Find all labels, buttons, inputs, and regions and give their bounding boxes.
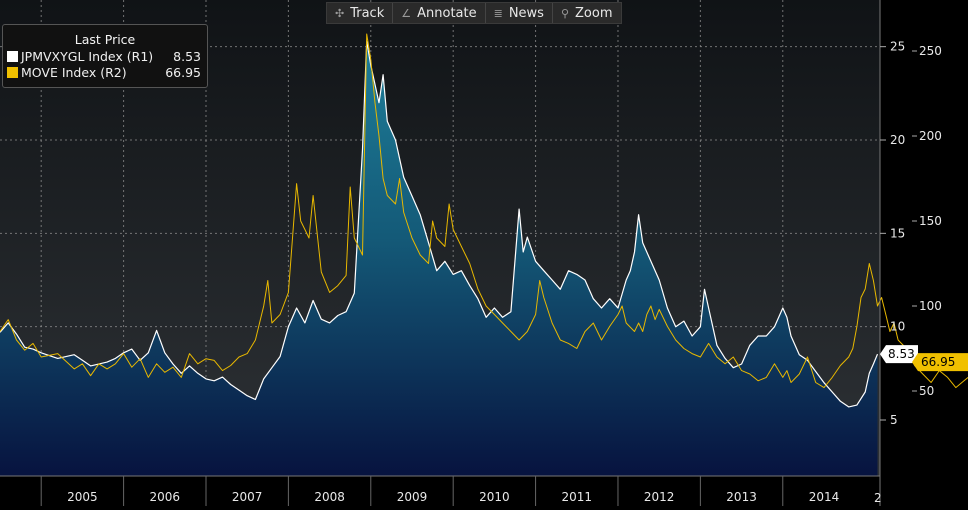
zoom-button[interactable]: ⚲ Zoom: [553, 3, 621, 23]
r1-tick-label: 25: [890, 40, 905, 54]
x-tick-label: 2010: [479, 490, 510, 504]
news-label: News: [508, 5, 544, 21]
series-line-move: [0, 33, 968, 389]
legend-swatch-yellow: [7, 66, 18, 78]
r1-tick-label: 10: [890, 320, 905, 334]
last-value-move: 66.95: [921, 355, 955, 369]
news-button[interactable]: ≣ News: [486, 3, 553, 23]
legend-row-jpmvxygl[interactable]: JPMVXYGL Index (R1) 8.53: [3, 48, 207, 64]
legend-series-value: 66.95: [165, 64, 201, 80]
r1-tick-label: 20: [890, 133, 905, 147]
series-line-jpmvxygl: [0, 40, 879, 408]
legend[interactable]: Last Price JPMVXYGL Index (R1) 8.53 MOVE…: [2, 24, 208, 88]
x-tick-label: 2012: [644, 490, 675, 504]
x-tick-label: 2013: [726, 490, 757, 504]
track-label: Track: [350, 5, 385, 21]
r2-tick-label: 250: [919, 44, 942, 58]
r2-tick-label: 150: [919, 214, 942, 228]
annotate-button[interactable]: ∠ Annotate: [393, 3, 486, 23]
chart-toolbar: ✣ Track ∠ Annotate ≣ News ⚲ Zoom: [326, 2, 622, 24]
last-value-jpmvxygl: 8.53: [888, 347, 915, 361]
line-layer: [0, 33, 968, 408]
legend-title: Last Price: [74, 32, 136, 47]
legend-series-name: JPMVXYGL Index (R1): [21, 48, 154, 64]
area-layer: [0, 41, 878, 476]
r1-tick-label: 2: [874, 491, 882, 505]
x-axis-band: [0, 476, 880, 506]
axis-labels: 5 10 15 20 25 50 100 150 200 250 2 2005 2006 2007 2008…: [40, 40, 942, 506]
legend-swatch-white: [7, 50, 18, 62]
last-value-badge-jpmvxygl: [880, 345, 918, 364]
magnifier-icon: ⚲: [560, 6, 570, 20]
last-value-labels: 8.53 66.95: [880, 345, 968, 372]
x-tick-label: 2008: [314, 490, 345, 504]
x-tick-label: 2014: [809, 490, 840, 504]
legend-row-move[interactable]: MOVE Index (R2) 66.95: [3, 64, 207, 80]
x-tick-label: 2007: [232, 490, 263, 504]
pencil-icon: ∠: [401, 6, 412, 20]
r2-tick-label: 50: [919, 384, 934, 398]
track-button[interactable]: ✣ Track: [327, 3, 394, 23]
legend-series-value: 8.53: [173, 48, 201, 64]
crosshair-icon: ✣: [335, 6, 345, 20]
x-tick-label: 2009: [397, 490, 428, 504]
x-tick-label: 2005: [67, 490, 98, 504]
news-icon: ≣: [493, 6, 503, 20]
last-value-badge-move: [912, 353, 968, 372]
x-tick-label: 2011: [562, 490, 593, 504]
zoom-label: Zoom: [575, 5, 613, 21]
r2-tick-label: 200: [919, 129, 942, 143]
r1-tick-label: 15: [890, 226, 905, 240]
r2-tick-label: 100: [919, 299, 942, 313]
x-tick-label: 2006: [150, 490, 181, 504]
r1-tick-label: 5: [890, 413, 898, 427]
series-area-jpmvxygl: [0, 41, 878, 476]
legend-series-name: MOVE Index (R2): [21, 64, 127, 80]
annotate-label: Annotate: [417, 5, 477, 21]
